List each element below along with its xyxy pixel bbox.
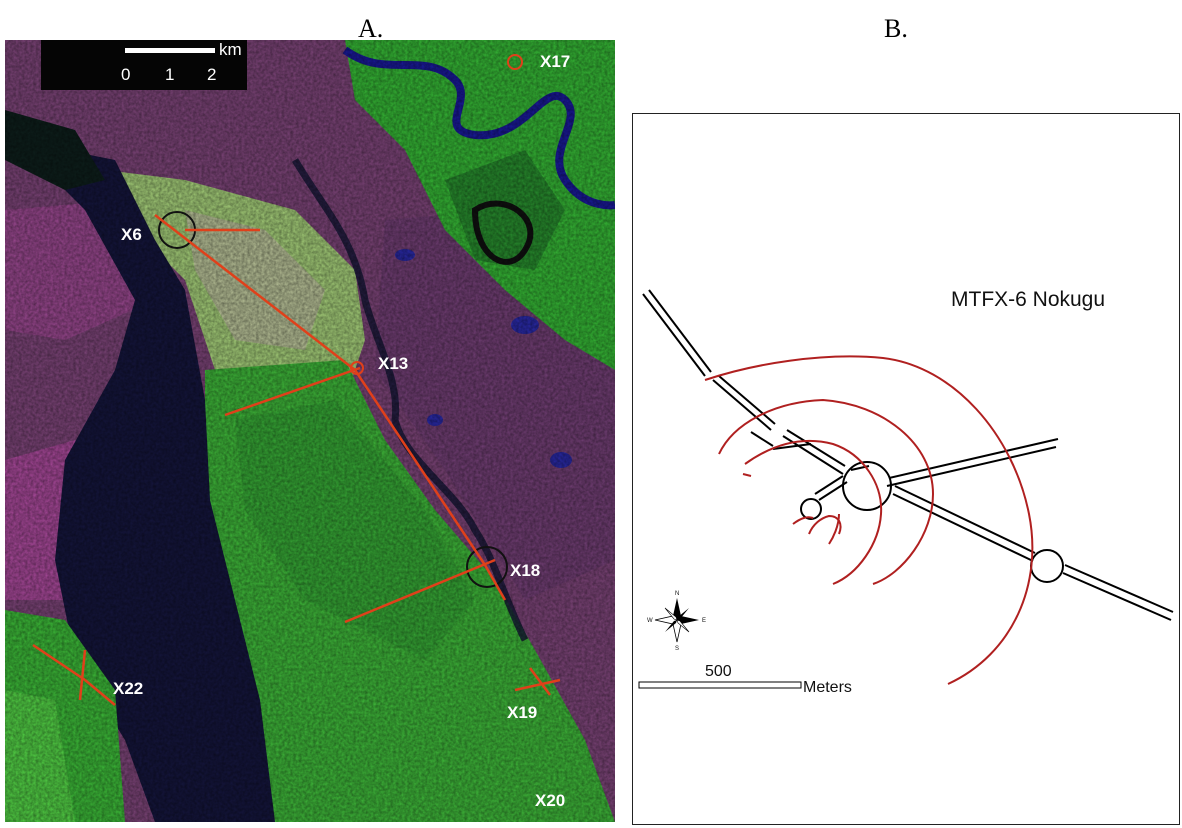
site-plan-map: MTFX-6 Nokugu — [632, 113, 1180, 825]
ditch-ring-x18 — [466, 546, 508, 588]
site-plan-title: MTFX-6 Nokugu — [951, 288, 1105, 311]
site-label-x13: X13 — [378, 354, 408, 373]
ring-ditch-west — [800, 498, 822, 520]
site-label-x20: X20 — [535, 791, 565, 810]
compass-s: S — [675, 646, 679, 652]
scale-unit: km — [219, 40, 242, 59]
site-label-x18: X18 — [510, 561, 540, 580]
compass-n: N — [675, 591, 679, 597]
scale-value: 500 — [705, 663, 732, 680]
ring-ditch-southeast — [1030, 549, 1064, 583]
satellite-map: km 0 1 2 X17 X6 X13 X18 X22 X19 X20 — [5, 40, 615, 822]
scale-tick-1: 1 — [165, 65, 174, 84]
compass-e: E — [702, 618, 706, 624]
scale-unit-b: Meters — [803, 679, 852, 696]
site-label-x22: X22 — [113, 679, 143, 698]
site-label-x6: X6 — [121, 225, 142, 244]
scale-tick-2: 2 — [207, 65, 216, 84]
site-marker-x13 — [350, 361, 364, 375]
compass-w: W — [647, 618, 653, 624]
site-label-x17: X17 — [540, 52, 570, 71]
trench-lines — [704, 355, 1034, 685]
scale-bar-b — [638, 681, 802, 689]
site-label-x19: X19 — [507, 703, 537, 722]
panel-a-label: A. — [358, 14, 384, 43]
ring-ditch-central — [842, 461, 892, 511]
scale-tick-0: 0 — [121, 65, 130, 84]
compass-rose-icon: N S E W — [647, 591, 706, 652]
scale-bar — [125, 48, 215, 53]
road-lines — [642, 289, 1174, 621]
panel-b-label: B. — [884, 14, 908, 43]
map-texture — [5, 40, 615, 822]
transect-lines — [32, 214, 561, 706]
site-marker-x17 — [507, 54, 523, 70]
